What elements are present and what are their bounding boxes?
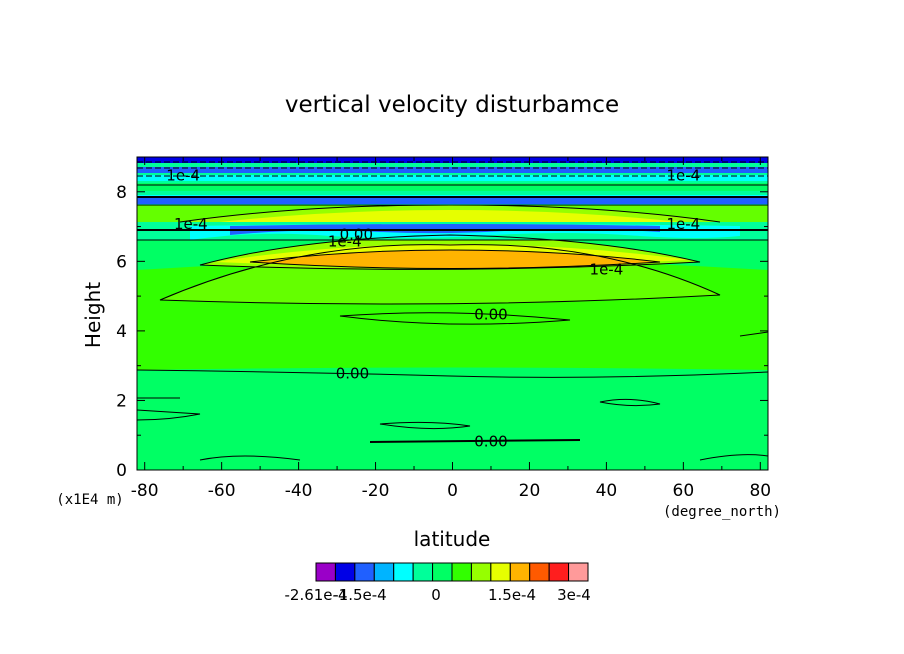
contour-line — [379, 421, 471, 430]
contour-line — [369, 439, 581, 443]
colorbar-label: -1.5e-4 — [333, 586, 386, 604]
y-tick-label: 0 — [116, 461, 127, 481]
x-tick-label: 60 — [673, 481, 695, 501]
colorbar-cell — [451, 562, 472, 582]
colorbar-cell — [412, 562, 434, 582]
colorbar-cell — [509, 562, 531, 582]
contour-label: 0.00 — [474, 432, 507, 450]
colorbar-cell — [373, 562, 395, 582]
colorbar-cell — [393, 562, 414, 582]
colorbar-cell — [470, 562, 492, 582]
contour-line — [249, 249, 661, 269]
x-tick-label: -40 — [285, 481, 313, 501]
colorbar-label: 3e-4 — [557, 586, 591, 604]
colorbar-cell — [568, 562, 589, 582]
contour-label: 1e-4 — [666, 215, 700, 233]
contour-label: 1e-4 — [666, 166, 700, 184]
contour-line — [159, 244, 721, 305]
chart-title: vertical velocity disturbamce — [285, 92, 619, 118]
contour-line — [137, 369, 768, 378]
contour-line — [699, 454, 768, 461]
colorbar-cell — [354, 562, 375, 582]
colorbar-cell — [432, 562, 453, 582]
band-lower-2 — [137, 372, 768, 470]
colorbar-labels: -2.61e-4-1.5e-4 0 1.5e-4 3e-4 — [285, 586, 591, 604]
contour-line — [739, 331, 768, 337]
contour-label: 1e-4 — [590, 260, 624, 278]
colorbar-cell — [529, 562, 550, 582]
band-upper-yellow — [220, 210, 680, 222]
y-tick-label: 6 — [116, 252, 127, 272]
x-tick-label: 40 — [596, 481, 618, 501]
band-top-blue — [137, 198, 768, 204]
contour-label: 1e-4 — [166, 166, 200, 184]
y-tick-label: 8 — [116, 183, 127, 203]
contour-line — [599, 398, 661, 407]
contour-line — [199, 234, 701, 270]
contour-line — [199, 455, 301, 461]
colorbar-label: 1.5e-4 — [488, 586, 536, 604]
colorbar-cell — [548, 562, 570, 582]
colorbar — [315, 562, 589, 582]
contour-label: 0.00 — [474, 306, 507, 324]
x-tick-label: 80 — [749, 481, 771, 501]
x-tick-label: -20 — [362, 481, 390, 501]
contour-line — [339, 312, 571, 325]
x-tick-label: 20 — [519, 481, 541, 501]
band-orange — [250, 250, 660, 269]
colorbar-cell — [315, 562, 336, 582]
x-tick-label: -80 — [131, 481, 159, 501]
contour-label: 0.00 — [336, 365, 369, 383]
x-axis-label: latitude — [414, 527, 491, 551]
colorbar-label: 0 — [431, 586, 441, 604]
contour-label: 1e-4 — [174, 215, 208, 233]
band-top-cyan-2 — [137, 175, 768, 181]
colorbar-cell — [490, 562, 511, 582]
x-axis-units: (degree_north) — [663, 504, 781, 520]
band-top-blue-2 — [137, 167, 768, 173]
y-axis-units: (x1E4 m) — [56, 492, 123, 508]
x-axis: -80 -60 -40 -20 0 20 40 60 80 — [131, 157, 771, 501]
y-tick-label: 4 — [116, 322, 127, 342]
contour-label: 0.00 — [340, 226, 373, 244]
contour-line — [137, 409, 201, 421]
x-tick-label: -60 — [208, 481, 236, 501]
y-axis-label: Height — [81, 282, 105, 348]
y-axis: 0 2 4 6 8 — [116, 156, 768, 481]
colorbar-label: -2.61e-4 — [285, 586, 348, 604]
x-tick-label: 0 — [447, 481, 458, 501]
contour-label: 1e-4 — [328, 232, 362, 250]
y-tick-label: 2 — [116, 391, 127, 411]
colorbar-cell — [334, 562, 356, 582]
band-top-green — [137, 183, 768, 191]
